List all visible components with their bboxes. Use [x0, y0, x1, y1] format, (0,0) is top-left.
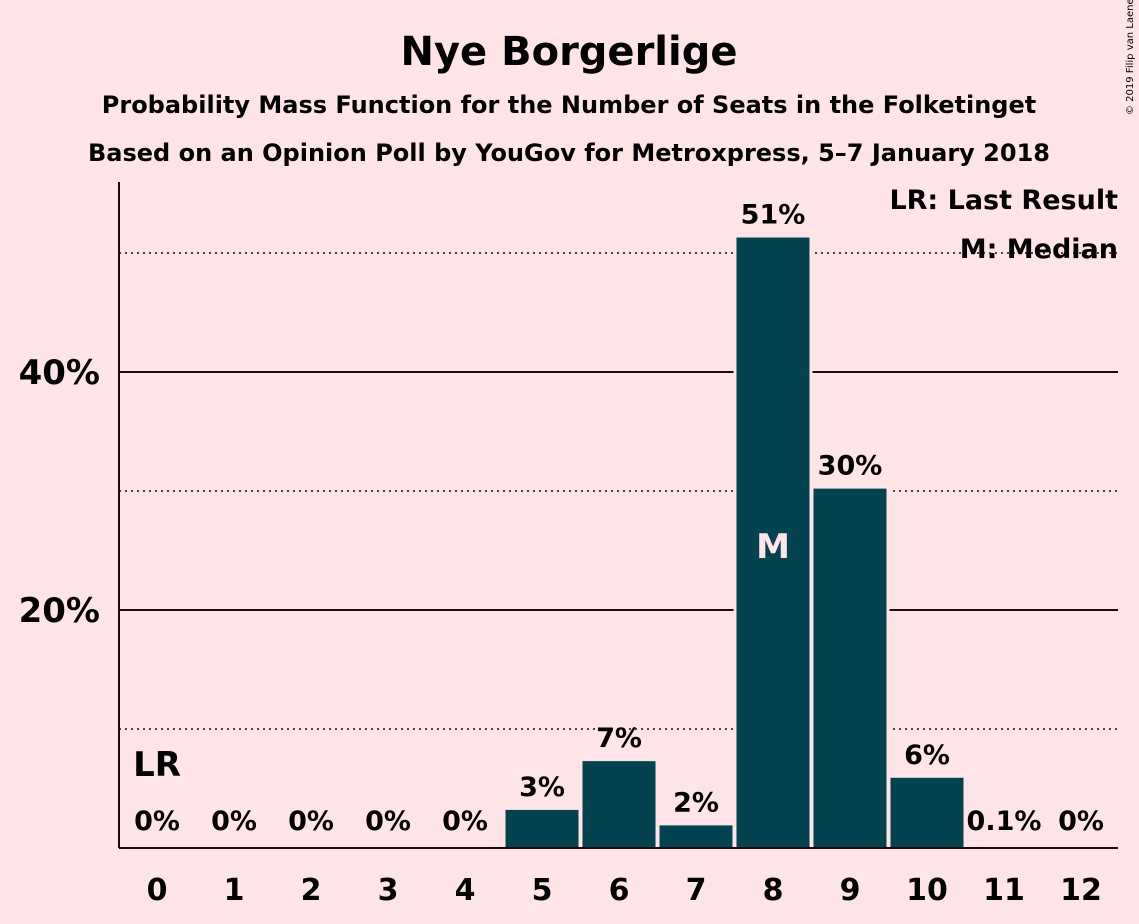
- bar-value-label: 7%: [596, 723, 642, 754]
- bar: [890, 777, 964, 848]
- y-tick-label: 40%: [19, 353, 100, 393]
- copyright-notice: © 2019 Filip van Laenen: [1125, 0, 1136, 115]
- bar-value-label: 51%: [741, 200, 806, 231]
- bar-value-label: 0%: [1058, 806, 1104, 837]
- bar-value-label: 0%: [134, 806, 180, 837]
- median-marker: M: [756, 527, 790, 567]
- x-tick-label: 7: [686, 873, 707, 908]
- legend-median: M: Median: [960, 234, 1118, 265]
- bar-value-label: 30%: [818, 451, 883, 482]
- x-tick-label: 10: [906, 873, 948, 908]
- bar: [659, 825, 733, 848]
- bar-value-label: 0%: [442, 806, 488, 837]
- bars-group: 0%0LR0%10%20%30%43%57%62%751%8M30%96%100…: [133, 200, 1104, 908]
- legend-last-result: LR: Last Result: [889, 185, 1118, 216]
- bar-value-label: 6%: [904, 740, 950, 771]
- y-tick-label: 20%: [19, 591, 100, 631]
- x-tick-label: 12: [1060, 873, 1102, 908]
- x-tick-label: 1: [224, 873, 245, 908]
- chart-subtitle: Probability Mass Function for the Number…: [102, 91, 1036, 119]
- x-tick-label: 4: [455, 873, 476, 908]
- x-tick-label: 0: [147, 873, 168, 908]
- x-tick-label: 2: [301, 873, 322, 908]
- bar: [813, 488, 887, 848]
- bar: [736, 237, 810, 848]
- x-tick-label: 9: [840, 873, 861, 908]
- x-tick-label: 6: [609, 873, 630, 908]
- bar-value-label: 0.1%: [967, 806, 1042, 837]
- bar-value-label: 0%: [211, 806, 257, 837]
- grid-lines: 20% 40%: [19, 252, 1118, 730]
- bar: [582, 761, 656, 848]
- bar-value-label: 0%: [288, 806, 334, 837]
- axes-group: [118, 182, 1118, 849]
- bar: [505, 809, 579, 848]
- bar-value-label: 0%: [365, 806, 411, 837]
- bar-value-label: 2%: [673, 787, 719, 818]
- last-result-marker: LR: [133, 745, 181, 785]
- x-tick-label: 8: [763, 873, 784, 908]
- x-tick-label: 11: [983, 873, 1025, 908]
- x-tick-label: 5: [532, 873, 553, 908]
- chart-source: Based on an Opinion Poll by YouGov for M…: [88, 139, 1050, 167]
- x-tick-label: 3: [378, 873, 399, 908]
- bar-value-label: 3%: [519, 772, 565, 803]
- chart-title: Nye Borgerlige: [401, 29, 738, 75]
